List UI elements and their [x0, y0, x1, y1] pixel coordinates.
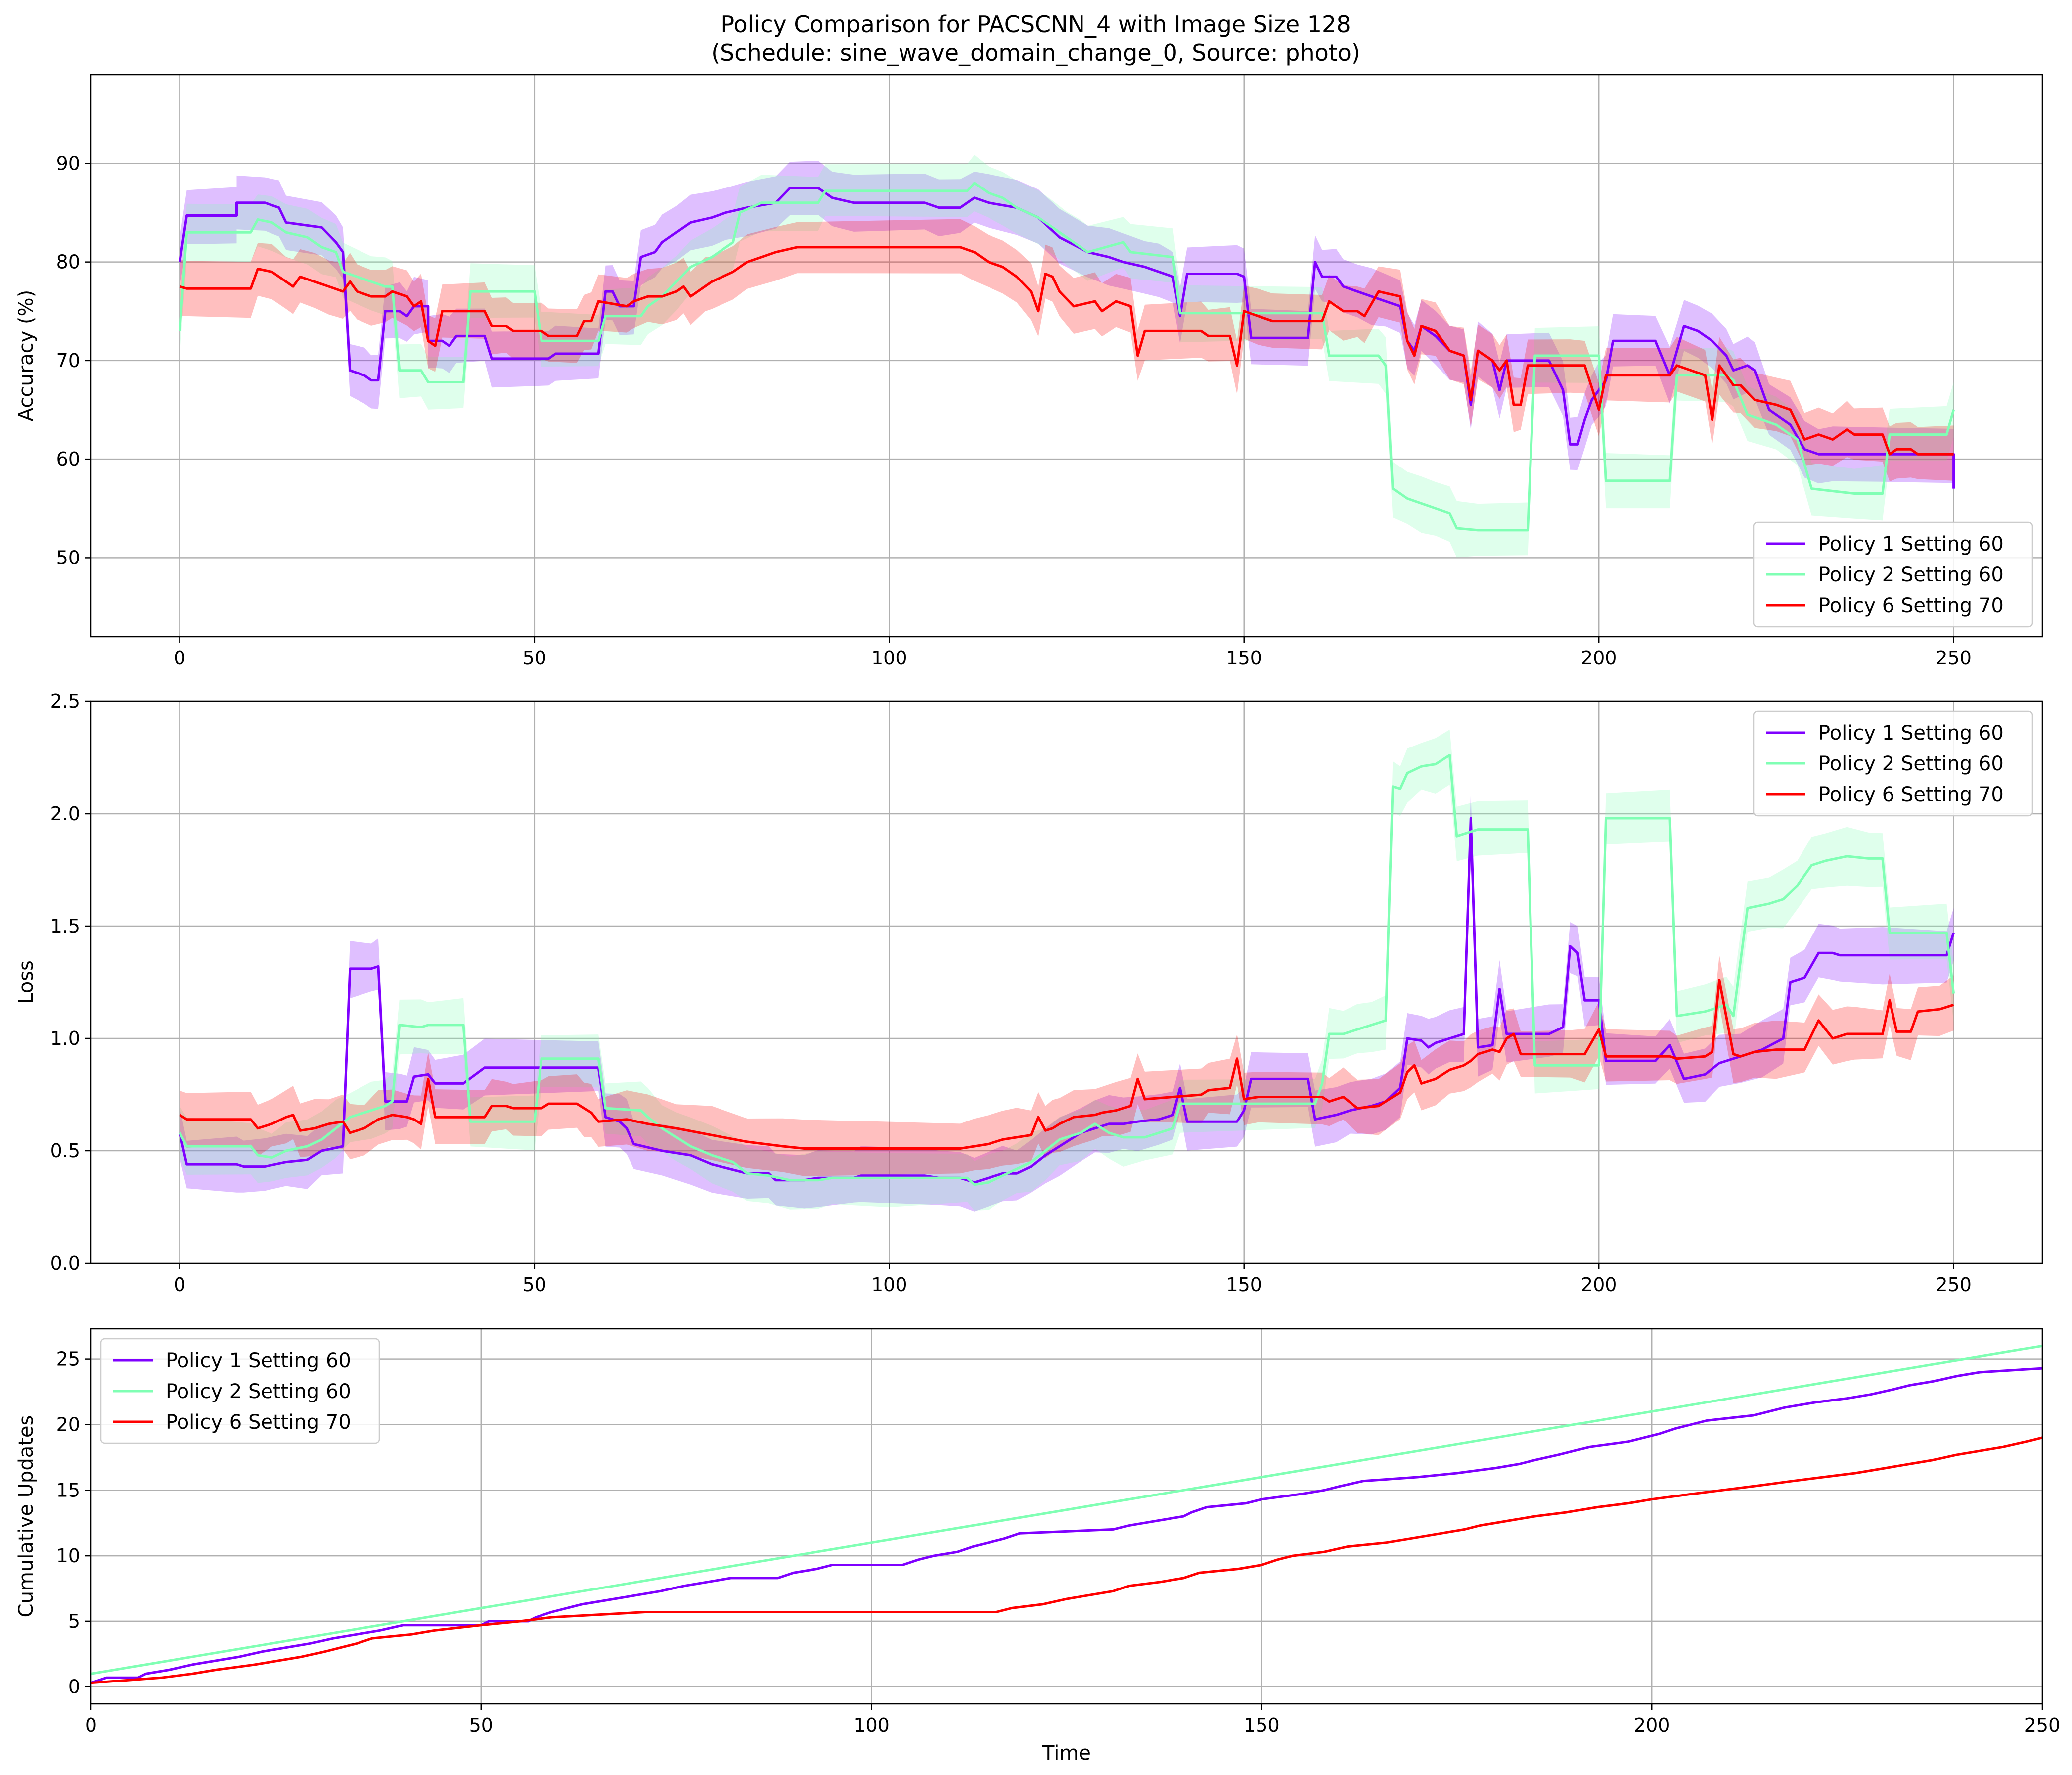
loss-legend-label-1: Policy 1 Setting 60 — [1818, 722, 2004, 745]
loss-y-tick-label: 2.0 — [50, 803, 80, 825]
figure-title-line-1: Policy Comparison for PACSCNN_4 with Ima… — [721, 11, 1351, 38]
loss-legend-box — [1753, 710, 2033, 817]
updates-panel: 0 50 100 150 200 250 0 5 10 15 20 25 Cumulative Upda… — [15, 1328, 2061, 1765]
accuracy-y-tick-label: 60 — [56, 448, 80, 470]
loss-x-tick-label: 150 — [1226, 1274, 1262, 1296]
updates-x-axis-label: Time — [1042, 1742, 1091, 1765]
updates-x-tick-label: 50 — [469, 1714, 493, 1736]
loss-line-series-2 — [179, 754, 1955, 1186]
loss-x-tick-label: 200 — [1581, 1274, 1617, 1296]
accuracy-x-tick-label: 50 — [523, 647, 546, 669]
updates-axes-frame — [90, 1328, 2043, 1705]
updates-plot-area — [91, 1344, 2042, 1684]
updates-x-tick-label: 250 — [2024, 1714, 2061, 1736]
updates-line-series-2 — [91, 1344, 2042, 1675]
updates-legend-label-2: Policy 2 Setting 60 — [166, 1380, 351, 1403]
accuracy-x-tick-label: 150 — [1226, 647, 1262, 669]
accuracy-x-tick-label: 200 — [1581, 647, 1617, 669]
updates-x-tick-label: 0 — [85, 1714, 97, 1736]
accuracy-legend-label-3: Policy 6 Setting 70 — [1818, 594, 2004, 617]
accuracy-x-tick-label: 0 — [174, 647, 185, 669]
loss-x-tick-label: 250 — [1935, 1274, 1972, 1296]
updates-y-tick-label: 5 — [68, 1610, 80, 1632]
accuracy-y-tick-label: 50 — [56, 547, 80, 568]
updates-legend-label-3: Policy 6 Setting 70 — [166, 1411, 351, 1434]
loss-y-tick-label: 0.0 — [50, 1252, 80, 1274]
updates-y-tick-label: 10 — [56, 1545, 80, 1567]
loss-legend: Policy 1 Setting 60 Policy 2 Setting 60 Po… — [1753, 710, 2033, 817]
loss-x-tick-label: 50 — [523, 1274, 546, 1296]
updates-y-tick-label: 20 — [56, 1413, 80, 1435]
loss-line-series-1 — [178, 817, 1955, 1184]
loss-y-tick-label: 1.0 — [50, 1028, 80, 1049]
updates-x-tick-label: 150 — [1244, 1714, 1280, 1736]
updates-x-tick-label: 100 — [853, 1714, 890, 1736]
loss-band-series-3 — [180, 955, 1954, 1176]
accuracy-x-tick-label: 100 — [871, 647, 907, 669]
loss-x-tick-label: 0 — [174, 1274, 185, 1296]
figure-title-line-2: (Schedule: sine_wave_domain_change_0, So… — [711, 39, 1360, 66]
updates-line-series-3 — [91, 1436, 2042, 1684]
loss-y-tick-label: 0.5 — [50, 1140, 80, 1162]
accuracy-grid — [91, 75, 2042, 637]
accuracy-legend-label-2: Policy 2 Setting 60 — [1818, 563, 2004, 586]
updates-y-axis-label: Cumulative Updates — [15, 1415, 38, 1618]
accuracy-y-axis-label: Accuracy (%) — [15, 290, 38, 422]
accuracy-legend: Policy 1 Setting 60 Policy 2 Setting 60 Po… — [1753, 521, 2033, 628]
loss-plot-area — [178, 729, 1955, 1212]
loss-y-tick-label: 2.5 — [50, 690, 80, 712]
updates-y-tick-label: 25 — [56, 1348, 80, 1370]
updates-grid — [90, 1329, 2043, 1704]
updates-y-tick-label: 15 — [56, 1479, 80, 1501]
loss-legend-label-2: Policy 2 Setting 60 — [1818, 752, 2004, 775]
accuracy-line-series-2 — [178, 182, 1955, 532]
loss-y-axis-label: Loss — [15, 960, 38, 1004]
loss-axes-frame — [90, 700, 2043, 1264]
updates-y-tick-label: 0 — [68, 1676, 80, 1698]
loss-band-series-1 — [180, 791, 1954, 1212]
updates-legend-label-1: Policy 1 Setting 60 — [166, 1349, 351, 1372]
accuracy-y-tick-label: 80 — [56, 251, 80, 273]
updates-legend-box — [100, 1338, 380, 1444]
updates-line-series-1 — [91, 1367, 2042, 1684]
updates-x-tick-label: 200 — [1634, 1714, 1670, 1736]
accuracy-plot-area — [178, 155, 1955, 558]
loss-panel: 0 50 100 150 200 250 0.0 0.5 1.0 1.5 2.0 2.5 Loss Pol… — [15, 690, 2043, 1296]
loss-y-tick-label: 1.5 — [50, 915, 80, 937]
accuracy-band-series-1 — [180, 161, 1954, 518]
accuracy-line-series-3 — [179, 246, 1954, 456]
accuracy-y-tick-label: 70 — [56, 350, 80, 372]
loss-legend-label-3: Policy 6 Setting 70 — [1818, 783, 2004, 806]
updates-legend: Policy 1 Setting 60 Policy 2 Setting 60 Po… — [100, 1338, 380, 1444]
accuracy-band-series-3 — [180, 219, 1954, 482]
accuracy-x-tick-label: 250 — [1935, 647, 1972, 669]
accuracy-legend-box — [1753, 521, 2033, 628]
accuracy-y-tick-label: 90 — [56, 152, 80, 174]
loss-x-tick-label: 100 — [871, 1274, 907, 1296]
accuracy-panel: 0 50 100 150 200 250 50 60 70 80 90 Accuracy (%) Pol… — [15, 74, 2043, 669]
accuracy-legend-label-1: Policy 1 Setting 60 — [1818, 533, 2004, 556]
accuracy-axes-frame — [90, 74, 2043, 638]
loss-band-series-2 — [180, 729, 1954, 1211]
loss-line-series-3 — [179, 979, 1954, 1150]
